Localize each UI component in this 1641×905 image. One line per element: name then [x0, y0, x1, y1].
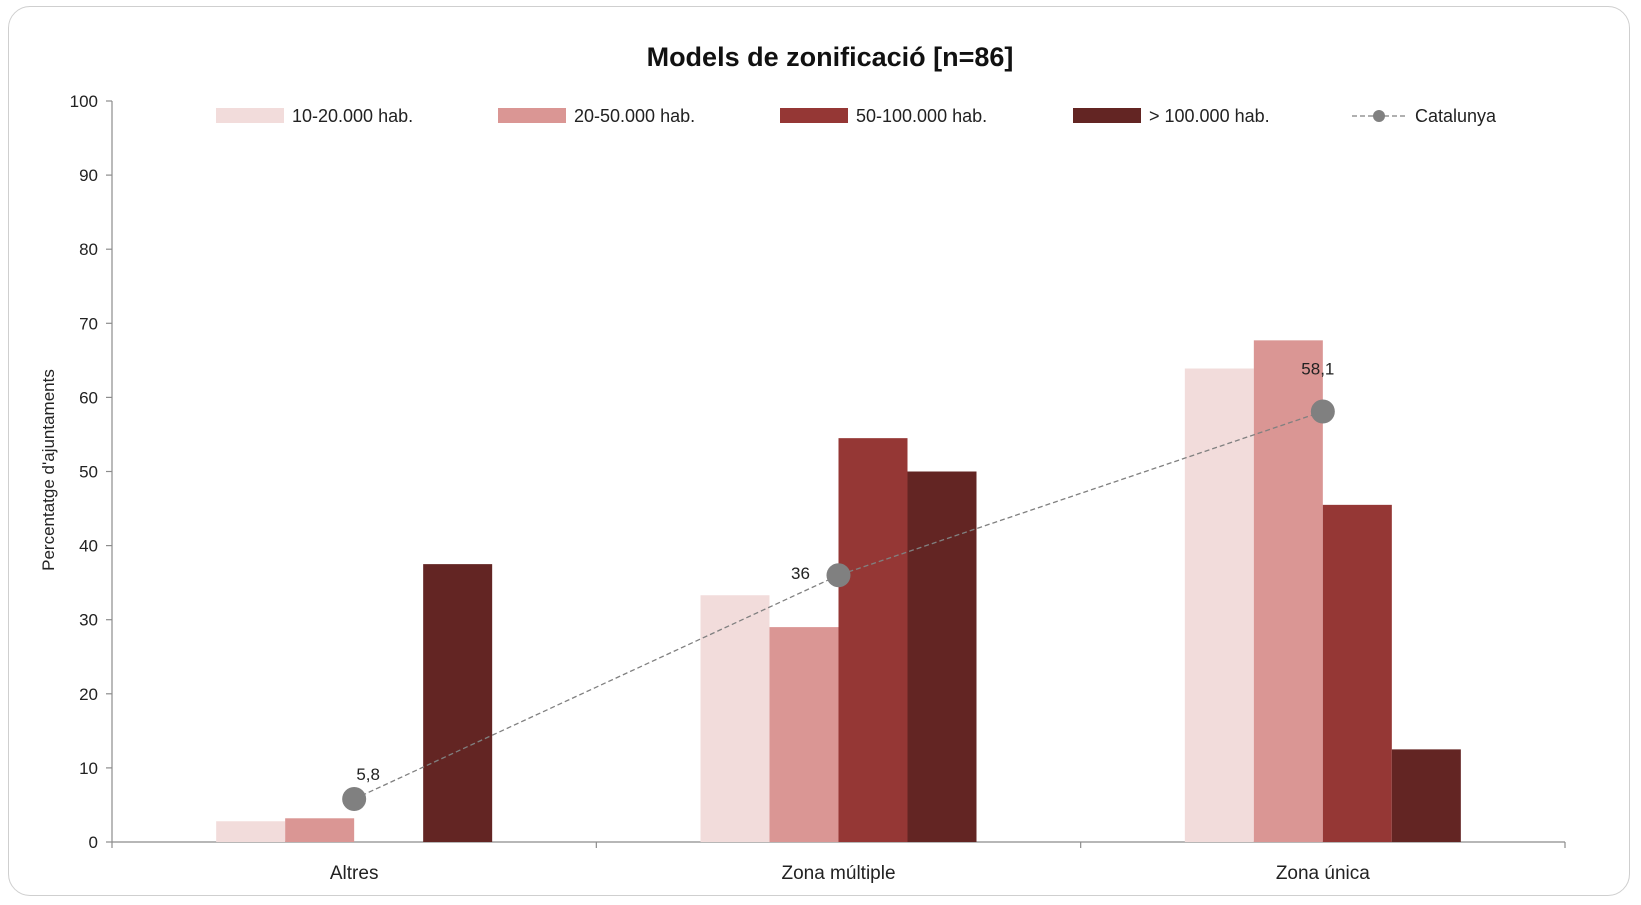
- plot-layer: 0 10 20 30 40 50 60 70 80 90 100 Altres Zona múltipl…: [70, 92, 1566, 884]
- catalunya-point: [826, 563, 851, 588]
- y-axis-title: Percentatge d'ajuntaments: [39, 369, 58, 571]
- bar: [769, 627, 839, 842]
- bar: [838, 438, 908, 842]
- bar: [1253, 340, 1323, 842]
- y-tick-label: 60: [79, 388, 98, 407]
- y-tick-label: 70: [79, 314, 98, 333]
- legend-marker: [1373, 110, 1385, 122]
- legend-label: Catalunya: [1415, 106, 1497, 126]
- bar: [285, 818, 355, 842]
- legend-swatch: [216, 108, 284, 123]
- x-category-label: Altres: [330, 863, 379, 884]
- bar: [907, 471, 977, 842]
- data-label: 36: [791, 564, 810, 583]
- chart-title: Models de zonificació [n=86]: [647, 42, 1014, 72]
- y-tick-label: 10: [79, 759, 98, 778]
- catalunya-point: [1310, 399, 1335, 424]
- bar: [700, 595, 770, 842]
- y-tick-label: 90: [79, 166, 98, 185]
- y-tick-label: 50: [79, 463, 98, 482]
- x-category-label: Zona múltiple: [781, 863, 895, 884]
- catalunya-point: [342, 787, 367, 812]
- data-label: 58,1: [1301, 359, 1334, 378]
- catalunya-line: [353, 410, 1324, 800]
- legend-label: 10-20.000 hab.: [292, 106, 413, 126]
- legend: 10-20.000 hab. 20-50.000 hab. 50-100.000 h…: [216, 106, 1497, 126]
- data-label: 5,8: [356, 765, 380, 784]
- bar: [1184, 368, 1254, 842]
- y-tick-label: 0: [89, 833, 98, 852]
- legend-swatch: [780, 108, 848, 123]
- y-tick-label: 30: [79, 611, 98, 630]
- y-tick-label: 80: [79, 240, 98, 259]
- bar: [1391, 749, 1461, 842]
- bar: [423, 564, 493, 842]
- legend-label: > 100.000 hab.: [1149, 106, 1270, 126]
- x-category-label: Zona única: [1276, 863, 1370, 884]
- bar: [216, 821, 286, 842]
- legend-label: 50-100.000 hab.: [856, 106, 987, 126]
- legend-swatch: [498, 108, 566, 123]
- y-tick-label: 100: [70, 92, 98, 111]
- y-tick-label: 20: [79, 685, 98, 704]
- bar: [1322, 504, 1392, 842]
- y-tick-label: 40: [79, 537, 98, 556]
- legend-label: 20-50.000 hab.: [574, 106, 695, 126]
- legend-swatch: [1073, 108, 1141, 123]
